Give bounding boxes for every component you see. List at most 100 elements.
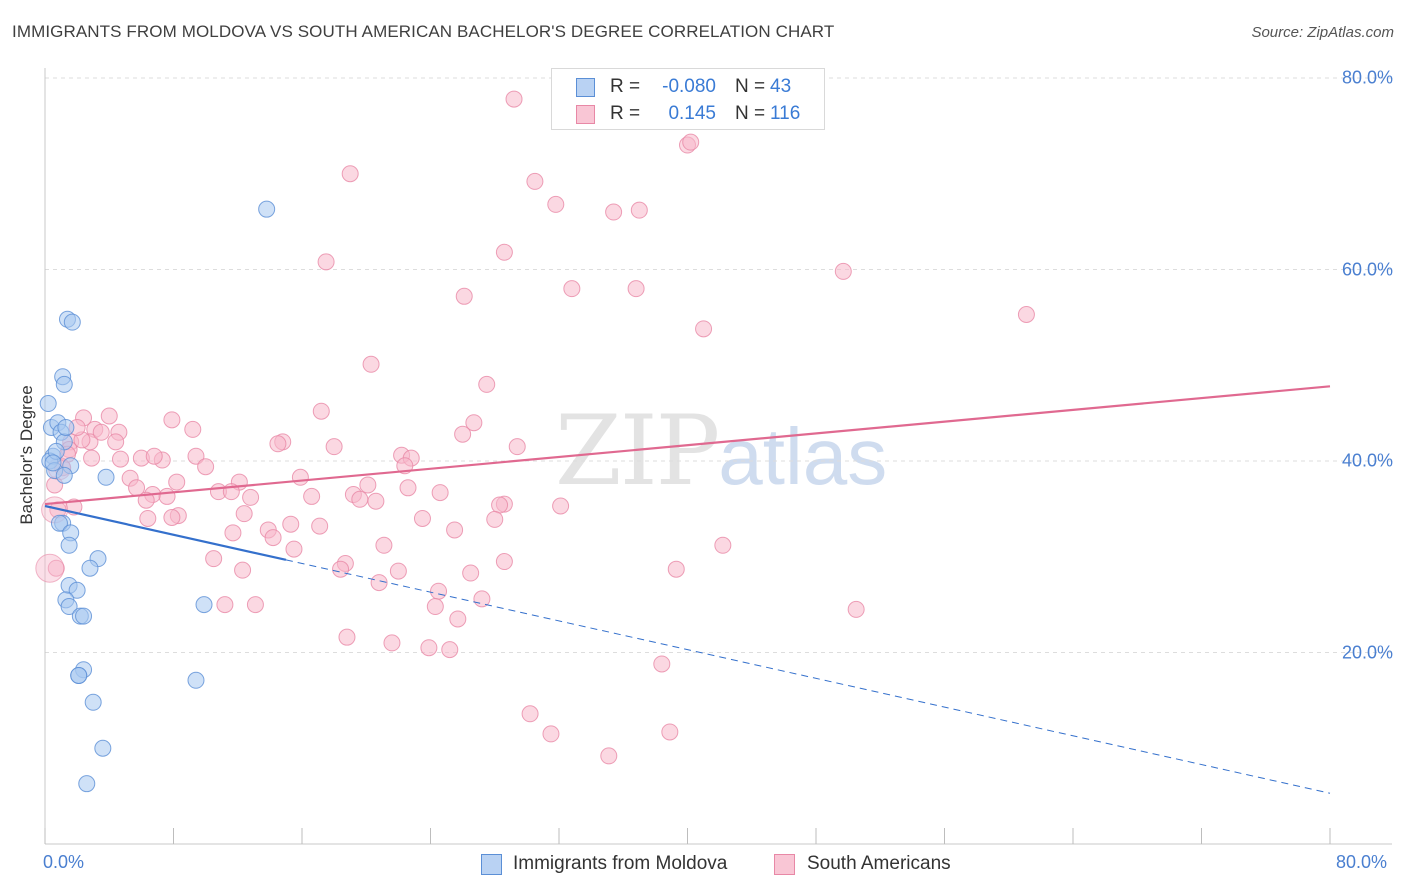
moldova-point xyxy=(84,693,102,711)
south-americans-point xyxy=(187,447,205,465)
y-tick-label: 80.0% xyxy=(1341,67,1393,88)
south-americans-point xyxy=(627,280,645,298)
south-americans-point xyxy=(216,596,234,614)
moldova-point xyxy=(68,581,86,599)
south-americans-point xyxy=(205,550,223,568)
south-americans-point xyxy=(505,90,523,108)
moldova-point xyxy=(50,514,68,532)
south-americans-point xyxy=(184,420,202,438)
legend-n-value: 116 xyxy=(770,103,801,124)
south-americans-point xyxy=(399,479,417,497)
south-americans-point xyxy=(100,407,118,425)
y-tick-label: 20.0% xyxy=(1341,642,1393,662)
source-label: Source: ZipAtlas.com xyxy=(1251,24,1394,41)
legend-n-value: 43 xyxy=(770,76,792,97)
legend-n-label: N = xyxy=(735,76,766,97)
south-americans-point xyxy=(542,725,560,743)
south-americans-points xyxy=(35,90,1035,765)
south-americans-point xyxy=(92,423,110,441)
moldova-point xyxy=(44,454,62,472)
south-americans-point xyxy=(547,195,565,213)
south-americans-point xyxy=(630,201,648,219)
moldova-point xyxy=(39,395,57,413)
south-americans-point xyxy=(430,582,448,600)
moldova-point xyxy=(55,375,73,393)
south-americans-point xyxy=(197,458,215,476)
south-americans-point xyxy=(552,497,570,515)
legend-swatch-moldova xyxy=(576,78,595,97)
south-americans-point xyxy=(111,450,129,468)
legend-r-value: -0.080 xyxy=(662,76,716,97)
south-americans-point xyxy=(351,490,369,508)
south-americans-point xyxy=(370,574,388,592)
south-americans-point xyxy=(413,509,431,527)
south-americans-point xyxy=(714,536,732,554)
south-americans-point xyxy=(454,425,472,443)
south-americans-point xyxy=(526,172,544,190)
south-americans-point xyxy=(242,488,260,506)
stats-legend: R = -0.080 N = 43 R = 0.145 N = 116 xyxy=(551,68,825,130)
moldova-points xyxy=(39,200,276,793)
legend-n-label: N = xyxy=(735,103,766,124)
moldova-point xyxy=(55,466,73,484)
south-americans-point xyxy=(682,133,700,151)
south-americans-point xyxy=(491,496,509,514)
south-americans-point xyxy=(359,476,377,494)
south-americans-point xyxy=(163,411,181,429)
legend-r-label: R = xyxy=(610,103,641,124)
south-americans-point xyxy=(375,536,393,554)
south-americans-point xyxy=(383,634,401,652)
south-americans-point xyxy=(431,484,449,502)
south-americans-point xyxy=(235,505,253,523)
south-americans-point xyxy=(462,564,480,582)
series-legend-swatch-moldova xyxy=(481,854,502,875)
moldova-point xyxy=(258,200,276,218)
south-americans-point xyxy=(600,747,618,765)
south-americans-point xyxy=(661,723,679,741)
south-americans-point xyxy=(325,438,343,456)
south-americans-point xyxy=(285,540,303,558)
south-americans-point xyxy=(426,598,444,616)
south-americans-point xyxy=(269,435,287,453)
south-americans-point xyxy=(495,553,513,571)
south-americans-point xyxy=(605,203,623,221)
series-legend-label-south-americans: South Americans xyxy=(807,853,951,874)
south-americans-point xyxy=(695,320,713,338)
south-americans-point xyxy=(163,508,181,526)
south-americans-trendline xyxy=(44,385,1331,506)
moldova-point xyxy=(57,418,75,436)
moldova-point xyxy=(195,596,213,614)
legend-r-value: 0.145 xyxy=(668,103,716,124)
moldova-point xyxy=(187,671,205,689)
moldova-point xyxy=(78,775,96,793)
moldova-point xyxy=(75,607,93,625)
x-tick-label-max: 80.0% xyxy=(1336,852,1388,872)
south-americans-point xyxy=(224,524,242,542)
south-americans-point xyxy=(264,529,282,547)
x-tick-label-min: 0.0% xyxy=(43,852,85,872)
y-tick-label: 40.0% xyxy=(1341,450,1393,471)
moldova-point xyxy=(81,559,99,577)
south-americans-point xyxy=(312,402,330,420)
moldova-point xyxy=(60,598,78,616)
south-americans-point xyxy=(282,515,300,533)
south-americans-point xyxy=(389,562,407,580)
south-americans-point xyxy=(449,610,467,628)
south-americans-point xyxy=(834,262,852,280)
legend-row-south-americans: R = 0.145 N = 116 xyxy=(552,101,824,127)
south-americans-point xyxy=(465,414,483,432)
south-americans-point xyxy=(341,165,359,183)
south-americans-point xyxy=(139,509,157,527)
south-americans-point xyxy=(107,433,125,451)
south-americans-point xyxy=(367,492,385,510)
south-americans-point xyxy=(303,487,321,505)
legend-row-moldova: R = -0.080 N = 43 xyxy=(552,74,824,100)
y-axis-label: Bachelor's Degree xyxy=(17,385,36,525)
south-americans-point xyxy=(847,600,865,618)
south-americans-point xyxy=(234,561,252,579)
south-americans-point xyxy=(486,510,504,528)
moldova-trendline-solid xyxy=(44,504,287,561)
south-americans-point xyxy=(35,553,65,583)
south-americans-point xyxy=(291,468,309,486)
